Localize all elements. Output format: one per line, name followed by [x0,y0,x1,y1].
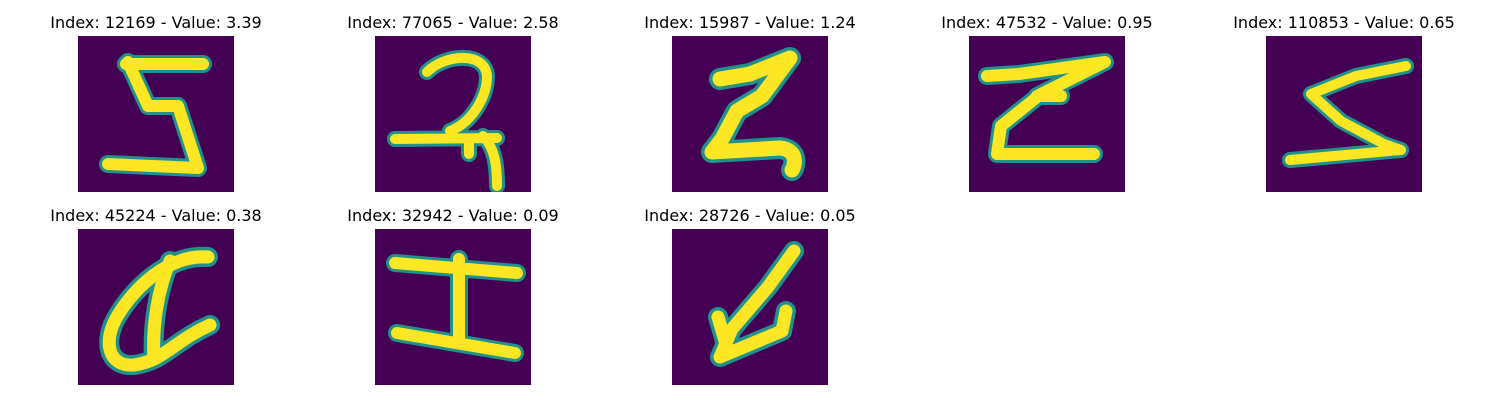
panel-title: Index: 110853 - Value: 0.65 [1233,13,1455,32]
handwritten-glyph-icon [672,229,828,385]
panel-title: Index: 12169 - Value: 3.39 [50,13,262,32]
handwritten-glyph-icon [78,229,234,385]
panel-6: Index: 45224 - Value: 0.38 [26,205,286,385]
panel-7: Index: 32942 - Value: 0.09 [323,205,583,385]
panel-title: Index: 15987 - Value: 1.24 [644,13,856,32]
handwritten-glyph-icon [375,36,531,192]
panel-5: Index: 110853 - Value: 0.65 [1214,12,1474,192]
panel-4: Index: 47532 - Value: 0.95 [917,12,1177,192]
panel-2: Index: 77065 - Value: 2.58 [323,12,583,192]
panel-title: Index: 77065 - Value: 2.58 [347,13,559,32]
panel-title: Index: 28726 - Value: 0.05 [644,206,856,225]
handwritten-glyph-icon [375,229,531,385]
panel-1: Index: 12169 - Value: 3.39 [26,12,286,192]
panel-title: Index: 47532 - Value: 0.95 [941,13,1153,32]
panel-8: Index: 28726 - Value: 0.05 [620,205,880,385]
panel-3: Index: 15987 - Value: 1.24 [620,12,880,192]
handwritten-glyph-icon [78,36,234,192]
handwritten-glyph-icon [1266,36,1422,192]
panel-title: Index: 32942 - Value: 0.09 [347,206,559,225]
panel-title: Index: 45224 - Value: 0.38 [50,206,262,225]
handwritten-glyph-icon [672,36,828,192]
handwritten-glyph-icon [969,36,1125,192]
